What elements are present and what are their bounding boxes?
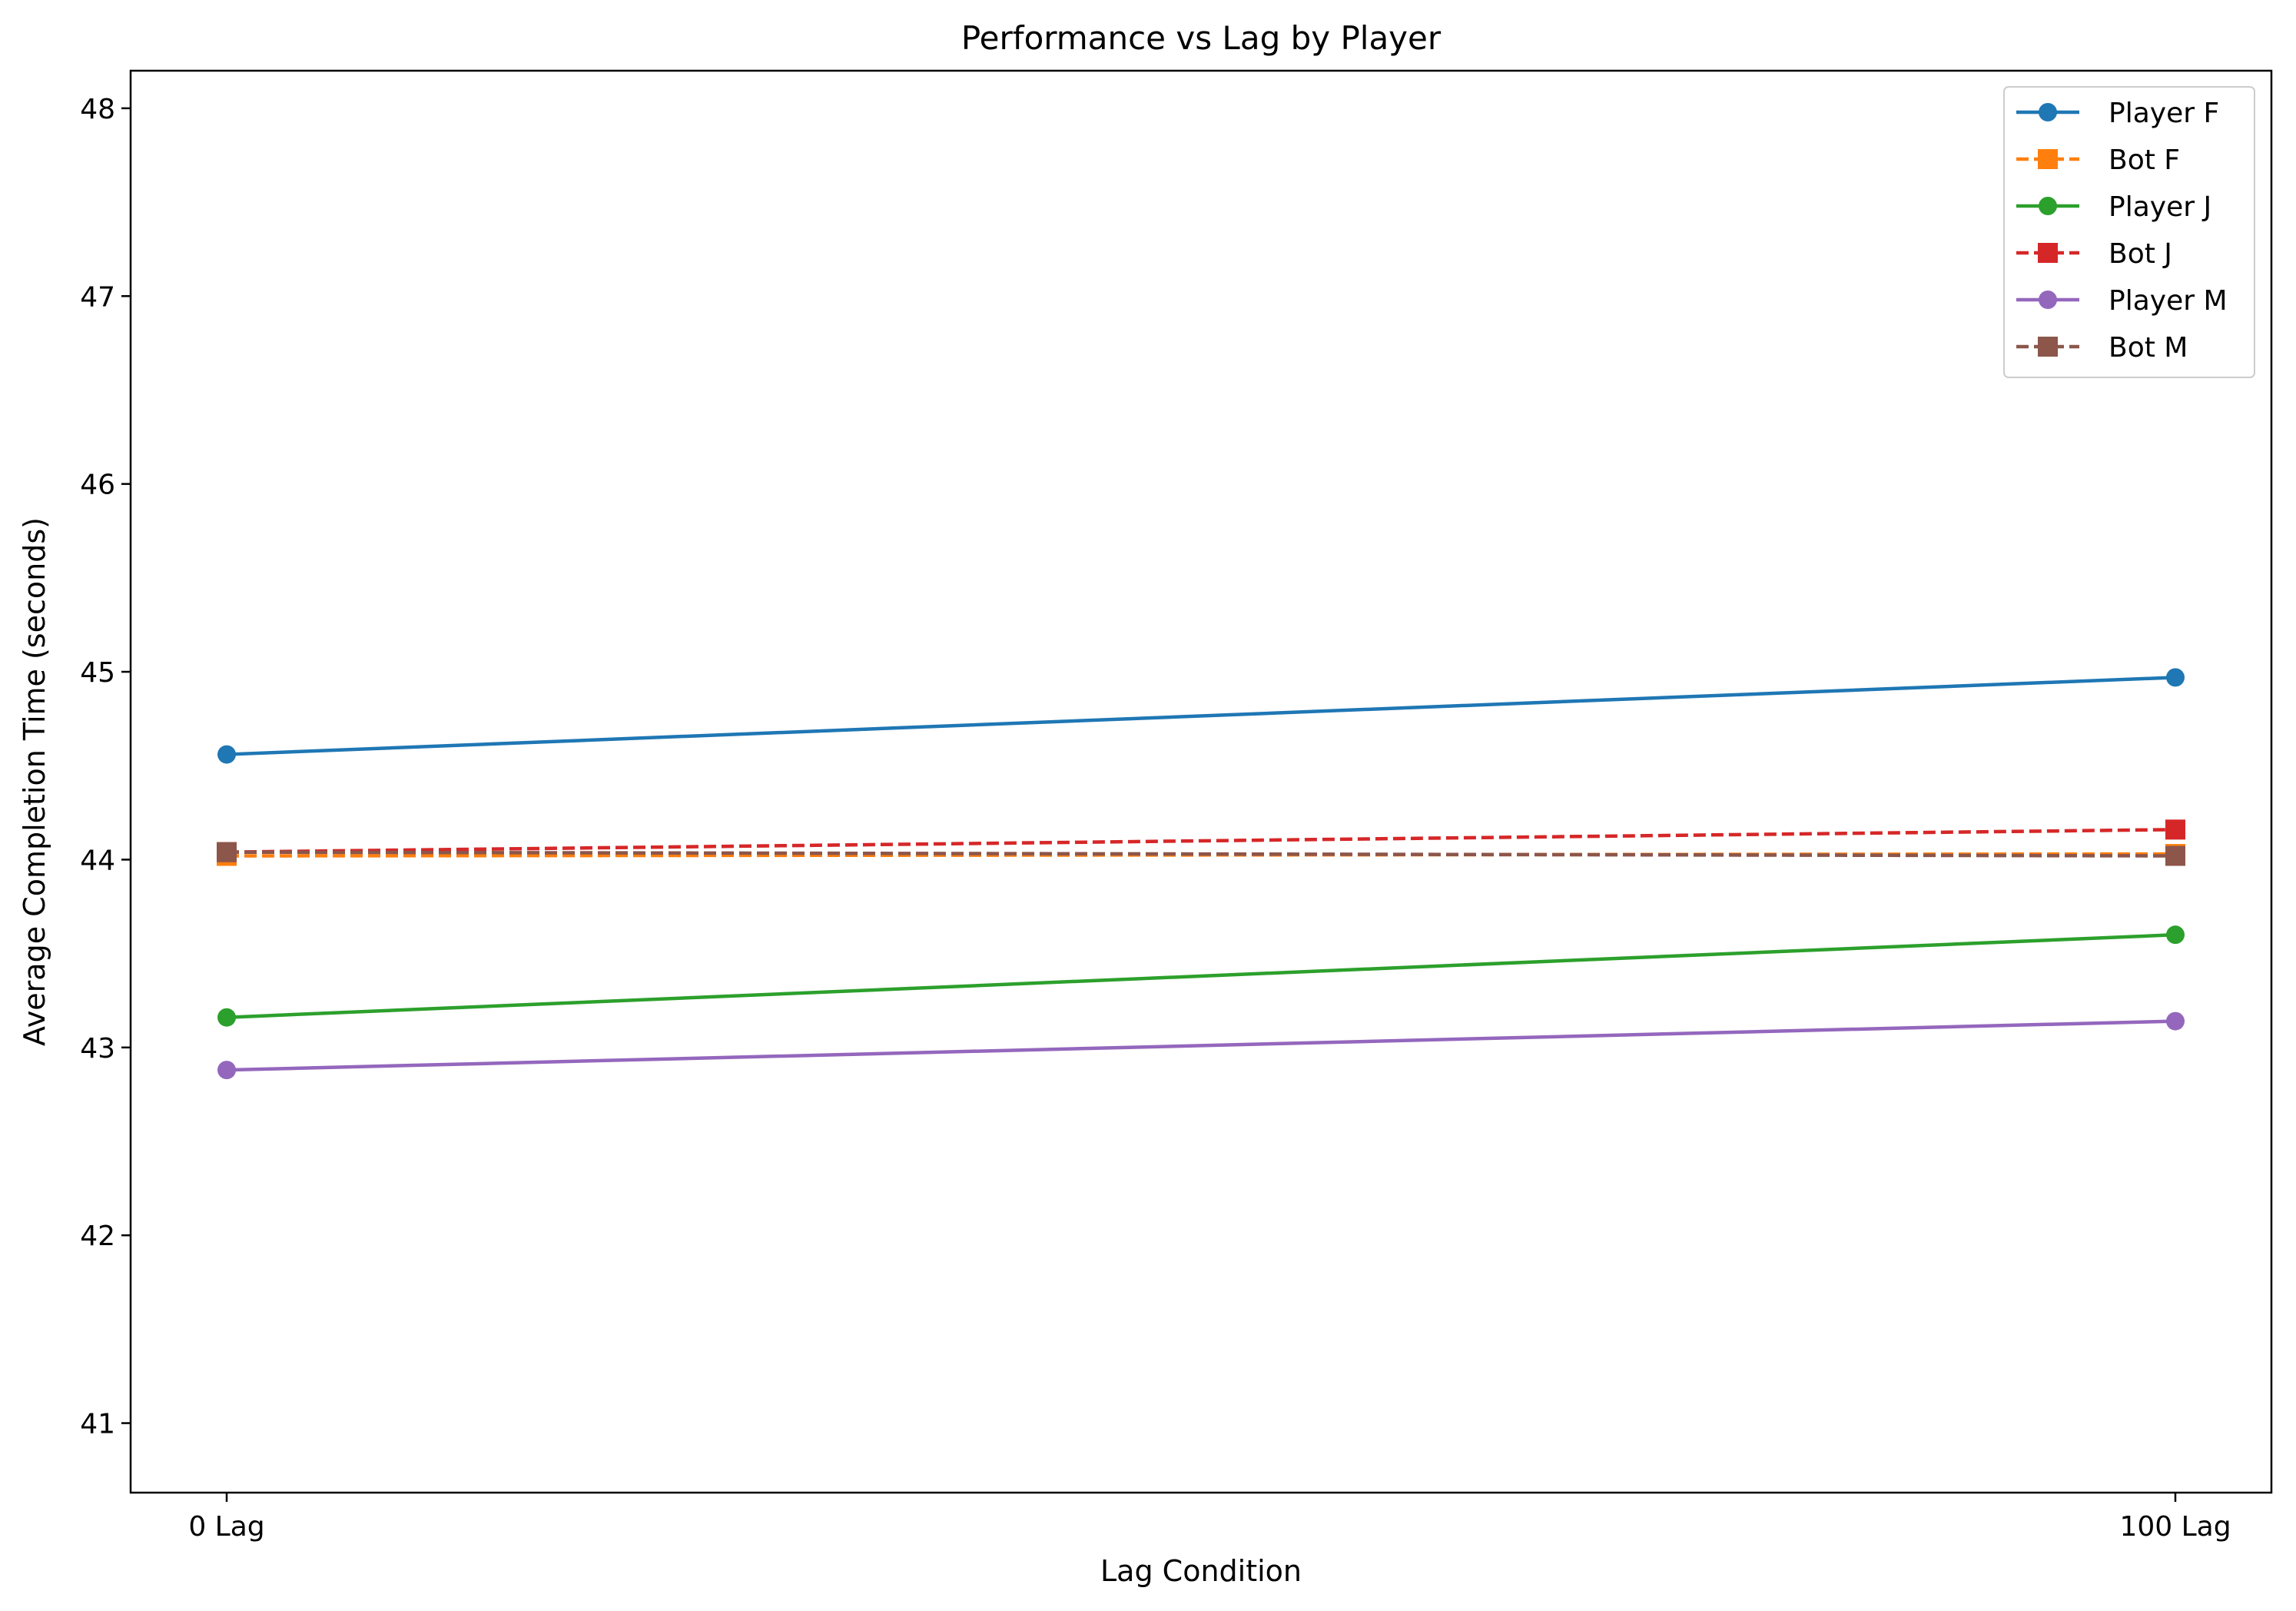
legend-label: Bot J	[2109, 238, 2172, 270]
series-line-player-j	[226, 932, 2176, 1019]
series-line-bot-j	[226, 828, 2176, 854]
legend-item-bot-f: Bot F	[2016, 144, 2180, 176]
y-tick-label: 45	[80, 657, 115, 689]
plot-series	[217, 668, 2185, 1080]
y-tick-label: 43	[80, 1033, 115, 1065]
x-tick-label: 0 Lag	[188, 1511, 264, 1543]
legend-item-player-f: Player F	[2016, 98, 2219, 129]
data-point-player-f	[2166, 668, 2185, 687]
data-point-player-j	[217, 1008, 236, 1027]
legend-marker	[2039, 197, 2057, 215]
series-player-f	[217, 668, 2185, 764]
y-tick-label: 44	[80, 845, 115, 876]
y-tick-label: 46	[80, 470, 115, 501]
x-axis-label: Lag Condition	[1100, 1554, 1302, 1588]
legend-marker	[2039, 291, 2057, 309]
y-axis-label: Average Completion Time (seconds)	[18, 517, 51, 1046]
y-ticks: 41 42 43 44 45 46 47 48	[80, 94, 131, 1440]
legend-label: Player F	[2109, 98, 2219, 129]
data-point-player-m	[217, 1061, 236, 1080]
legend: Player F Bot F Player J Bot J Player M Bot M	[2003, 86, 2255, 378]
legend-item-player-j: Player J	[2016, 191, 2211, 223]
series-line-bot-m	[226, 850, 2176, 858]
series-bot-m	[217, 842, 2185, 866]
data-point-bot-m	[2165, 845, 2185, 866]
legend-marker	[2038, 149, 2058, 169]
y-tick-label: 47	[80, 281, 115, 313]
data-point-player-f	[217, 745, 236, 764]
legend-marker	[2039, 103, 2057, 121]
series-player-j	[217, 925, 2185, 1027]
y-tick-label: 48	[80, 94, 115, 125]
legend-label: Player J	[2109, 191, 2211, 223]
x-ticks: 0 Lag 100 Lag	[188, 1493, 2231, 1543]
data-point-player-m	[2166, 1011, 2185, 1031]
series-line-player-f	[226, 676, 2176, 756]
plot-frame	[129, 69, 2273, 1494]
legend-item-bot-j: Bot J	[2016, 238, 2172, 270]
x-tick-label: 100 Lag	[2119, 1511, 2231, 1543]
legend-item-player-m: Player M	[2016, 285, 2228, 317]
data-point-bot-j	[2165, 819, 2185, 840]
legend-label: Bot F	[2109, 144, 2180, 176]
series-player-m	[217, 1011, 2185, 1080]
y-tick-label: 42	[80, 1221, 115, 1252]
legend-box	[2003, 86, 2255, 378]
legend-label: Player M	[2109, 285, 2228, 317]
legend-marker	[2038, 337, 2058, 357]
legend-marker	[2038, 243, 2058, 263]
data-point-player-j	[2166, 925, 2185, 945]
legend-label: Bot M	[2109, 332, 2188, 364]
chart-title: Performance vs Lag by Player	[961, 19, 1442, 57]
series-line-player-m	[226, 1019, 2176, 1072]
legend-item-bot-m: Bot M	[2016, 332, 2188, 364]
y-tick-label: 41	[80, 1409, 115, 1440]
data-point-bot-m	[217, 842, 237, 862]
